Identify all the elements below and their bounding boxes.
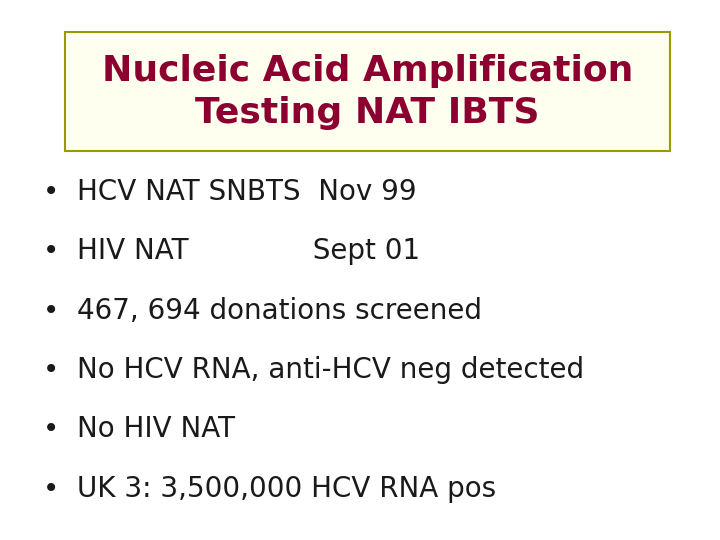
FancyBboxPatch shape [65,32,670,151]
Text: •  467, 694 donations screened: • 467, 694 donations screened [43,296,482,325]
Text: •  UK 3: 3,500,000 HCV RNA pos: • UK 3: 3,500,000 HCV RNA pos [43,475,496,503]
Text: Nucleic Acid Amplification
Testing NAT IBTS: Nucleic Acid Amplification Testing NAT I… [102,54,633,130]
Text: •  No HCV RNA, anti-HCV neg detected: • No HCV RNA, anti-HCV neg detected [43,356,585,384]
Text: •  No HIV NAT: • No HIV NAT [43,415,235,443]
Text: •  HCV NAT SNBTS  Nov 99: • HCV NAT SNBTS Nov 99 [43,178,417,206]
Text: •  HIV NAT              Sept 01: • HIV NAT Sept 01 [43,237,420,265]
